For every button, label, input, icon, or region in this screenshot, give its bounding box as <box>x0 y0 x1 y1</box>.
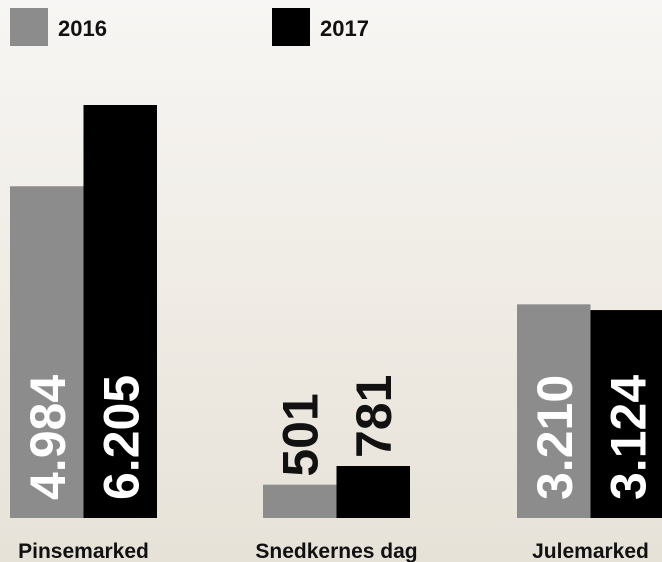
value-label: 501 <box>273 393 329 476</box>
bar <box>263 485 337 518</box>
value-label: 3.124 <box>600 375 656 500</box>
legend-label: 2017 <box>320 16 369 41</box>
page: {"chart_data": {"type": "bar", "categori… <box>0 0 662 562</box>
x-tick-label: Julemarked <box>532 540 649 562</box>
value-label: 4.984 <box>20 375 76 500</box>
value-label: 6.205 <box>93 375 149 500</box>
value-label: 781 <box>346 375 402 458</box>
x-tick-label: Pinsemarked <box>18 540 149 562</box>
legend-swatch <box>272 8 310 46</box>
bar <box>337 466 411 518</box>
legend-label: 2016 <box>58 16 107 41</box>
chart: 2016 2017 4.984 6.205 Pinsemarked 501 781 Snedk… <box>0 0 662 562</box>
legend-swatch <box>10 8 48 46</box>
value-label: 3.210 <box>527 375 583 500</box>
x-tick-label: Snedkernes dag <box>255 540 417 562</box>
